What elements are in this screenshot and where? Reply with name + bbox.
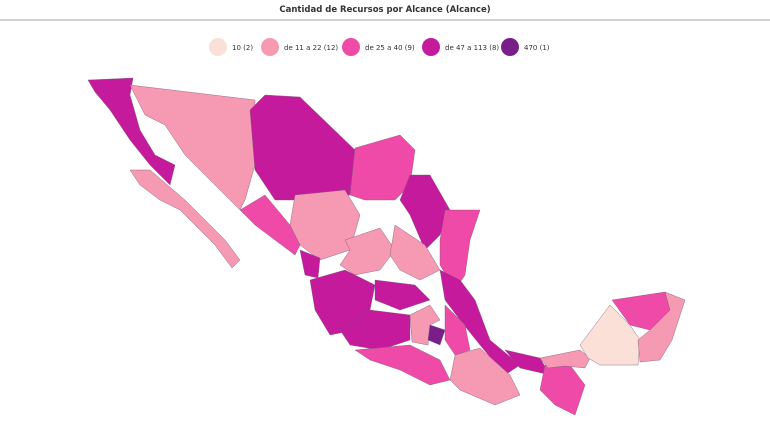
- legend-swatch: [501, 38, 519, 56]
- region: [339, 227, 396, 276]
- region: [129, 169, 241, 269]
- region: [439, 269, 521, 376]
- legend: 10 (2) de 11 a 22 (12) de 25 a 40 (9) de 47…: [209, 38, 550, 56]
- region: [239, 194, 301, 256]
- legend-label: 470 (1): [524, 44, 550, 52]
- region: [339, 309, 411, 351]
- map-title: Cantidad de Recursos por Alcance (Alcanc…: [279, 5, 490, 15]
- region: [389, 224, 441, 281]
- region: [374, 279, 431, 311]
- regions: [87, 77, 686, 416]
- legend-swatch: [261, 38, 279, 56]
- region: [449, 347, 521, 406]
- region: [539, 349, 591, 369]
- legend-label: de 25 a 40 (9): [365, 44, 415, 52]
- region: [349, 134, 416, 201]
- legend-label: 10 (2): [232, 44, 253, 52]
- region: [289, 189, 361, 261]
- region: [444, 304, 471, 356]
- region: [399, 174, 451, 251]
- legend-swatch: [342, 38, 360, 56]
- legend-swatch: [422, 38, 440, 56]
- legend-label: de 11 a 22 (12): [284, 44, 338, 52]
- region: [249, 94, 356, 201]
- region: [427, 324, 446, 346]
- region: [539, 364, 586, 416]
- region: [354, 344, 451, 386]
- legend-swatch: [209, 38, 227, 56]
- region: [637, 291, 686, 363]
- region: [87, 77, 176, 186]
- legend-label: de 47 a 113 (8): [445, 44, 499, 52]
